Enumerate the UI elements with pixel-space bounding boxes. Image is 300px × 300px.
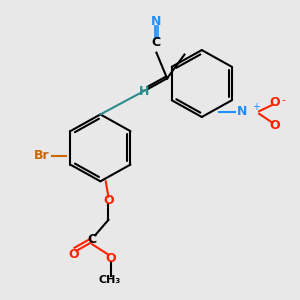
Text: -: -	[281, 94, 285, 105]
Text: H: H	[139, 85, 150, 98]
Text: O: O	[270, 119, 280, 132]
Text: CH₃: CH₃	[99, 275, 121, 285]
Text: Br: Br	[34, 149, 50, 162]
Text: N: N	[237, 105, 247, 118]
Text: +: +	[253, 102, 260, 112]
Text: C: C	[88, 233, 97, 246]
Text: C: C	[152, 36, 161, 49]
Text: N: N	[151, 15, 162, 28]
Text: O: O	[103, 194, 114, 207]
Text: O: O	[106, 252, 116, 265]
Text: O: O	[68, 248, 79, 261]
Text: O: O	[270, 96, 280, 109]
